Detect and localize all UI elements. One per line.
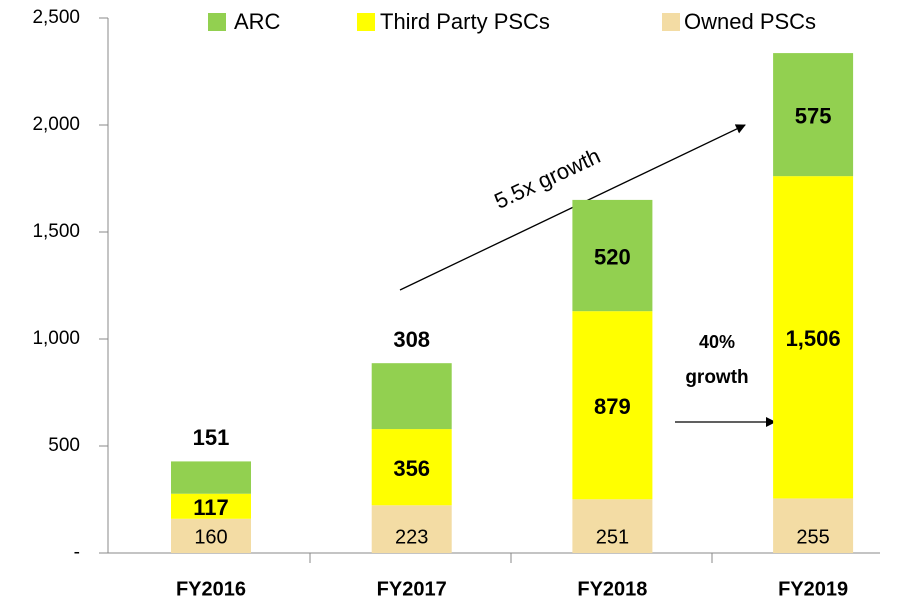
bar-segment (773, 498, 854, 553)
bar-segment (371, 429, 452, 506)
y-tick-label: 1,000 (32, 328, 80, 349)
data-label: 160 (194, 526, 227, 548)
legend-swatch (208, 13, 226, 31)
bar-segment (572, 311, 653, 500)
data-label: 879 (594, 394, 631, 419)
y-tick-label: 500 (48, 435, 80, 456)
bar-segment (171, 461, 251, 494)
legend-swatch (357, 13, 375, 31)
bar-segment (171, 493, 251, 519)
bar-segment (171, 518, 251, 553)
y-tick-label: 2,000 (32, 114, 80, 135)
x-tick-label: FY2017 (377, 578, 447, 600)
bar-segment (371, 363, 452, 430)
x-tick-label: FY2018 (577, 578, 647, 600)
y-tick-label: - (74, 542, 80, 563)
legend-label: Owned PSCs (684, 9, 816, 34)
data-label: 1,506 (786, 326, 841, 351)
data-label: 223 (395, 526, 428, 548)
y-tick-label: 1,500 (32, 221, 80, 242)
annotation: 40% (699, 332, 735, 352)
data-label: 520 (594, 244, 631, 269)
legend-label: Third Party PSCs (380, 9, 550, 34)
bar-segment (572, 199, 653, 312)
bar-segment (773, 53, 854, 177)
bar-segment (572, 499, 653, 553)
x-tick-label: FY2019 (778, 578, 848, 600)
x-tick-label: FY2016 (176, 578, 246, 600)
data-label: 117 (193, 495, 229, 520)
annotation: growth (685, 367, 748, 388)
data-label: 356 (393, 456, 430, 481)
bar-segment (371, 505, 452, 553)
data-label: 151 (193, 425, 230, 450)
data-label: 308 (393, 327, 430, 352)
legend-swatch (662, 13, 680, 31)
data-label: 251 (596, 526, 629, 548)
data-label: 575 (795, 103, 832, 128)
bar-segment (773, 176, 854, 499)
legend-label: ARC (234, 9, 281, 34)
y-tick-label: 2,500 (32, 7, 80, 28)
data-label: 255 (796, 526, 829, 548)
